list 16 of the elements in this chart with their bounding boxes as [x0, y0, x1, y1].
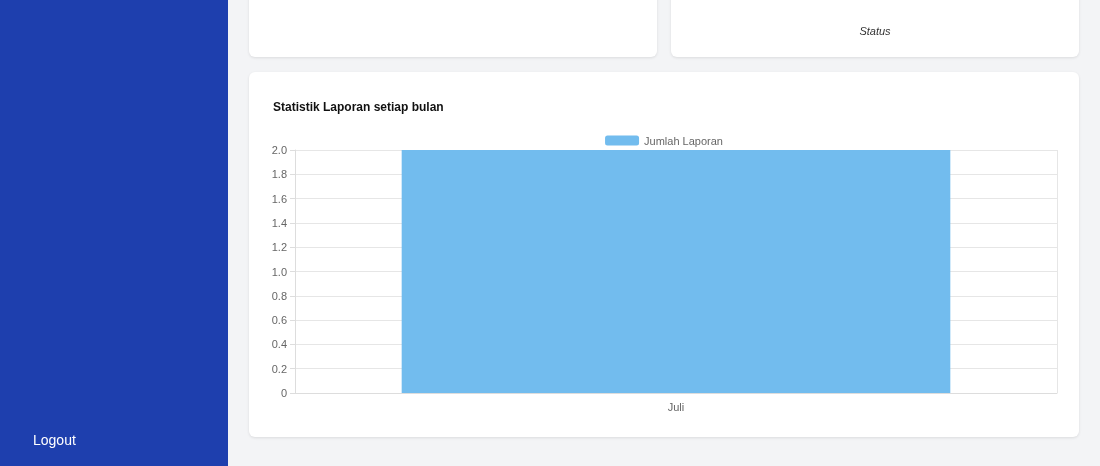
legend-label: Jumlah Laporan — [644, 134, 723, 147]
y-tick-label: 0.6 — [271, 314, 287, 327]
chart-title: Statistik Laporan setiap bulan — [273, 100, 444, 114]
x-tick-label: Juli — [667, 400, 685, 413]
y-tick-label: 0.8 — [271, 289, 287, 302]
y-tick-label: 2.0 — [271, 144, 287, 156]
y-tick-label: 0.2 — [271, 362, 287, 375]
y-tick-label: 1.2 — [271, 241, 287, 254]
y-tick-label: 1.4 — [271, 216, 287, 229]
y-tick-label: 0 — [280, 387, 287, 399]
text: Logout — [33, 432, 76, 448]
y-tick-label: 0.4 — [271, 338, 287, 351]
text: Status — [858, 25, 892, 37]
y-tick-label: 1.8 — [271, 168, 287, 181]
y-tick-label: 1.0 — [271, 265, 287, 278]
y-tick-label: 1.6 — [271, 192, 287, 205]
